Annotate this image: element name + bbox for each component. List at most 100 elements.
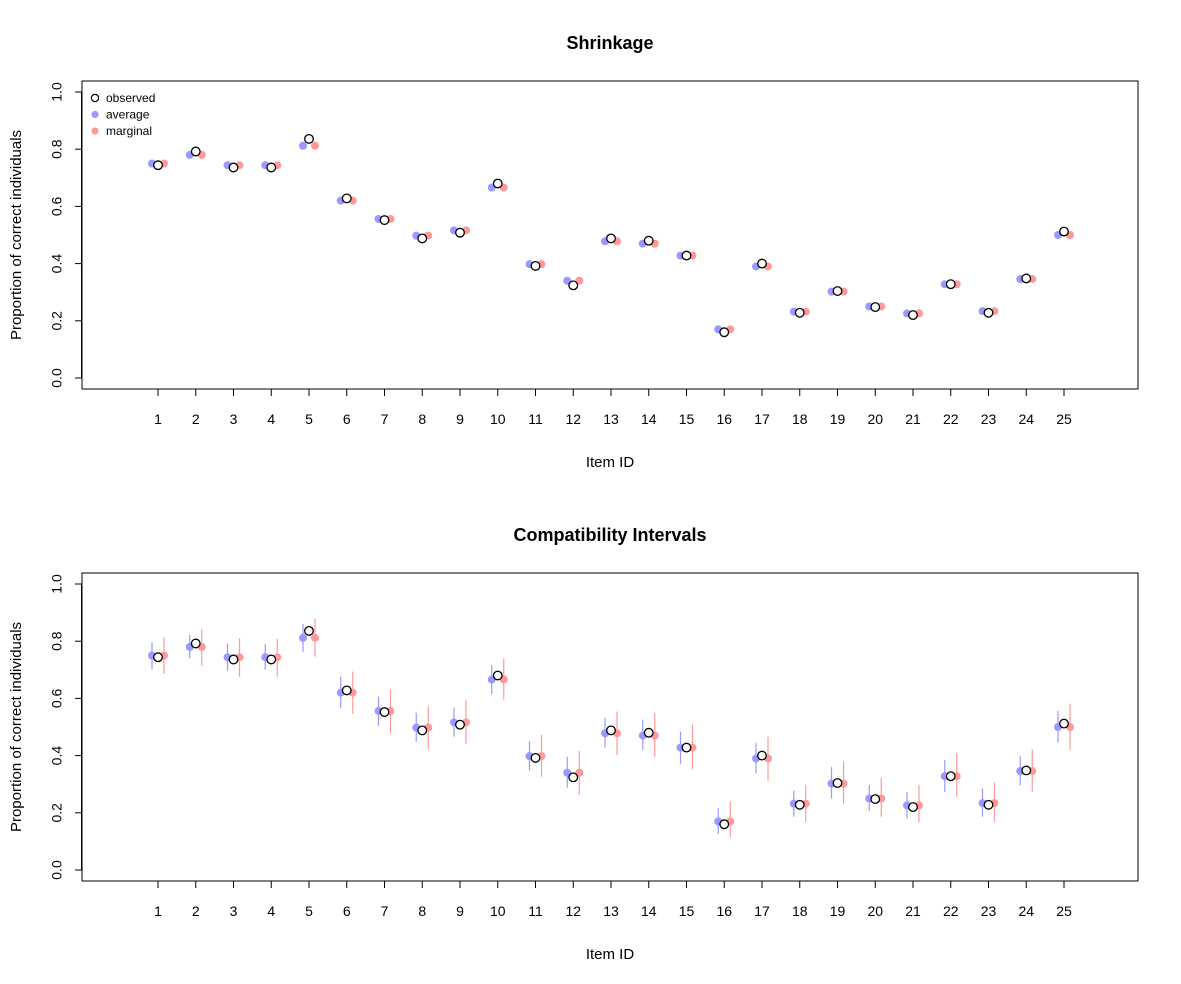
- observed-point: [719, 327, 730, 338]
- x-tick-label: 22: [943, 411, 959, 427]
- x-tick-label: 18: [792, 411, 808, 427]
- x-tick-label: 24: [1018, 903, 1034, 919]
- observed-point: [228, 654, 239, 665]
- legend-label-average: average: [106, 108, 150, 122]
- x-tick-label: 15: [679, 411, 695, 427]
- x-tick-label: 6: [343, 411, 351, 427]
- x-tick-label: 21: [905, 903, 921, 919]
- average-point: [299, 633, 307, 642]
- x-tick-label: 7: [381, 411, 389, 427]
- observed-point: [794, 307, 805, 318]
- observed-point: [1059, 718, 1069, 729]
- legend: observed average marginal: [90, 91, 155, 138]
- observed-point: [643, 235, 654, 246]
- y-tick-label: 0.8: [49, 139, 65, 159]
- chart-panel-2: Compatibility Intervals 0.0 0.2 0.4 0.6 0.8 1.…: [8, 525, 1139, 963]
- observed-point: [832, 286, 843, 297]
- x-tick-label: 17: [754, 411, 770, 427]
- x-tick-label: 23: [981, 903, 997, 919]
- observed-point: [832, 778, 843, 789]
- observed-point: [417, 725, 428, 736]
- y-tick-label: 0.4: [49, 254, 65, 274]
- observed-point: [908, 802, 918, 813]
- x-tick-label: 1: [154, 411, 162, 427]
- y-axis-label: Proportion of correct individuals: [8, 130, 25, 340]
- x-tick-label: 2: [192, 411, 200, 427]
- observed-point: [568, 280, 579, 291]
- x-axis-label: Item ID: [586, 454, 635, 471]
- x-tick-label: 10: [490, 411, 506, 427]
- x-tick-label: 3: [230, 411, 238, 427]
- x-tick-label: 6: [343, 903, 351, 919]
- y-tick-label: 0.6: [49, 196, 65, 216]
- observed-point: [266, 654, 277, 665]
- observed-point: [606, 725, 616, 736]
- observed-point: [304, 133, 314, 144]
- marginal-point: [311, 141, 319, 150]
- observed-point: [379, 707, 390, 718]
- x-tick-label: 14: [641, 903, 657, 919]
- observed-point: [379, 215, 390, 226]
- legend-label-observed: observed: [106, 91, 155, 105]
- legend-marker-marginal: [91, 127, 99, 135]
- observed-point: [1021, 765, 1032, 776]
- x-tick-label: 5: [305, 903, 313, 919]
- observed-point: [190, 146, 201, 157]
- x-tick-label: 13: [603, 411, 619, 427]
- x-tick-label: 11: [528, 903, 543, 919]
- observed-point: [983, 307, 994, 318]
- legend-label-marginal: marginal: [106, 124, 152, 138]
- x-tick-label: 12: [565, 903, 581, 919]
- x-tick-label: 17: [754, 903, 770, 919]
- x-tick-label: 11: [528, 411, 543, 427]
- x-tick-label: 22: [943, 903, 959, 919]
- average-point: [299, 141, 307, 150]
- observed-point: [153, 652, 163, 663]
- x-tick-label: 10: [490, 903, 506, 919]
- observed-point: [794, 799, 805, 810]
- observed-point: [341, 193, 352, 204]
- x-tick-label: 18: [792, 903, 808, 919]
- observed-point: [153, 160, 163, 171]
- x-tick-label: 9: [456, 411, 464, 427]
- x-tick-label: 16: [716, 411, 732, 427]
- x-tick-label: 9: [456, 903, 464, 919]
- y-tick-label: 0.8: [49, 631, 65, 651]
- y-tick-label: 0.0: [49, 860, 65, 880]
- observed-point: [681, 742, 692, 753]
- observed-point: [681, 250, 692, 261]
- observed-point: [870, 794, 881, 805]
- chart-title: Compatibility Intervals: [513, 525, 706, 545]
- observed-point: [228, 162, 239, 173]
- observed-point: [1059, 226, 1069, 237]
- observed-point: [455, 719, 465, 730]
- observed-point: [643, 727, 654, 738]
- x-tick-label: 24: [1018, 411, 1034, 427]
- x-tick-label: 23: [981, 411, 997, 427]
- observed-point: [530, 752, 541, 763]
- x-tick-label: 8: [418, 903, 426, 919]
- observed-point: [304, 625, 314, 636]
- x-tick-label: 13: [603, 903, 619, 919]
- observed-point: [983, 799, 994, 810]
- x-tick-label: 19: [830, 903, 846, 919]
- observed-point: [492, 670, 503, 681]
- x-tick-label: 15: [679, 903, 695, 919]
- x-axis-label: Item ID: [586, 946, 635, 963]
- x-tick-label: 3: [230, 903, 238, 919]
- observed-point: [757, 258, 767, 269]
- x-tick-label: 12: [565, 411, 581, 427]
- observed-point: [719, 819, 730, 830]
- legend-marker-average: [91, 110, 99, 119]
- observed-point: [266, 162, 277, 173]
- observed-point: [190, 638, 201, 649]
- x-tick-label: 19: [830, 411, 846, 427]
- y-tick-label: 0.2: [49, 803, 65, 823]
- observed-point: [908, 310, 918, 321]
- legend-marker-observed: [90, 93, 100, 103]
- y-tick-label: 0.4: [49, 746, 65, 766]
- observed-point: [341, 685, 352, 696]
- x-tick-label: 8: [418, 411, 426, 427]
- y-tick-label: 1.0: [49, 574, 65, 594]
